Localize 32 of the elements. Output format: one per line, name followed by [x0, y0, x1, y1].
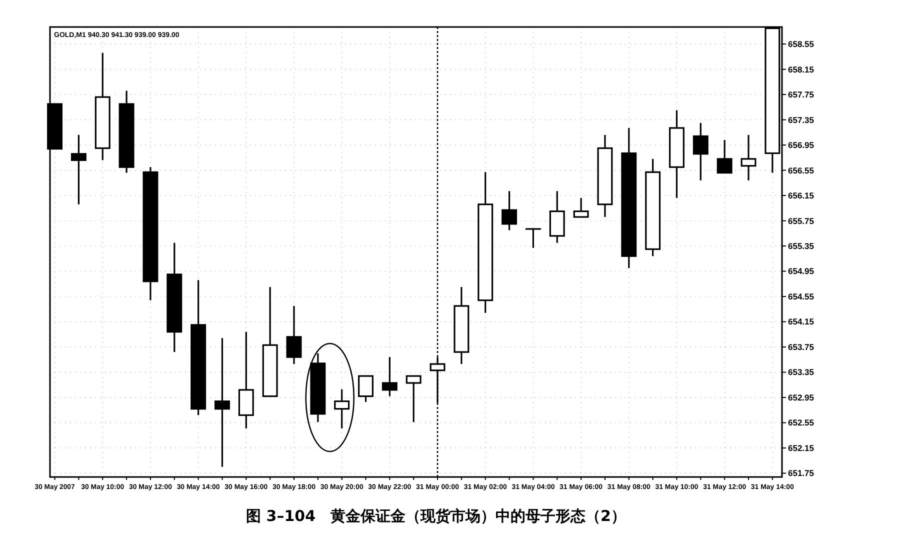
candlestick — [502, 190, 518, 232]
candlestick — [692, 122, 708, 182]
y-tick-label: 654.95 — [788, 266, 814, 276]
candlestick — [334, 388, 350, 430]
y-tick-label: 652.55 — [788, 418, 814, 428]
candlestick — [740, 134, 756, 182]
y-tick-label: 657.75 — [788, 90, 814, 100]
y-tick-label: 656.55 — [788, 165, 814, 176]
candlestick — [382, 356, 398, 398]
y-tick-label: 653.75 — [788, 342, 814, 352]
y-tick-label: 652.15 — [788, 442, 814, 453]
y-tick-label: 655.75 — [788, 216, 814, 226]
y-tick-label: 656.15 — [788, 190, 814, 201]
candlestick — [573, 197, 589, 218]
candlestick — [406, 375, 422, 423]
y-tick-label: 653.35 — [788, 367, 814, 378]
y-tick-label: 654.55 — [788, 291, 814, 302]
text: 图 3–104 黄金保证金（现货市场）中的母子形态（2） — [246, 507, 626, 525]
y-tick-label: 658.15 — [788, 64, 814, 74]
y-tick-label: 652.95 — [788, 392, 814, 402]
candlestick — [214, 337, 230, 468]
candlestick — [70, 134, 86, 206]
candlestick — [286, 305, 302, 365]
y-tick-label: 656.95 — [788, 140, 814, 150]
candlestick — [525, 228, 541, 249]
y-tick-label: 651.75 — [788, 468, 814, 478]
y-tick-label: 658.55 — [788, 39, 814, 50]
candlestick — [716, 139, 732, 174]
candlestick — [358, 375, 374, 403]
y-tick-label: 655.35 — [788, 241, 814, 252]
y-tick-label: 654.15 — [788, 316, 814, 327]
y-tick-label: 657.35 — [788, 114, 814, 125]
